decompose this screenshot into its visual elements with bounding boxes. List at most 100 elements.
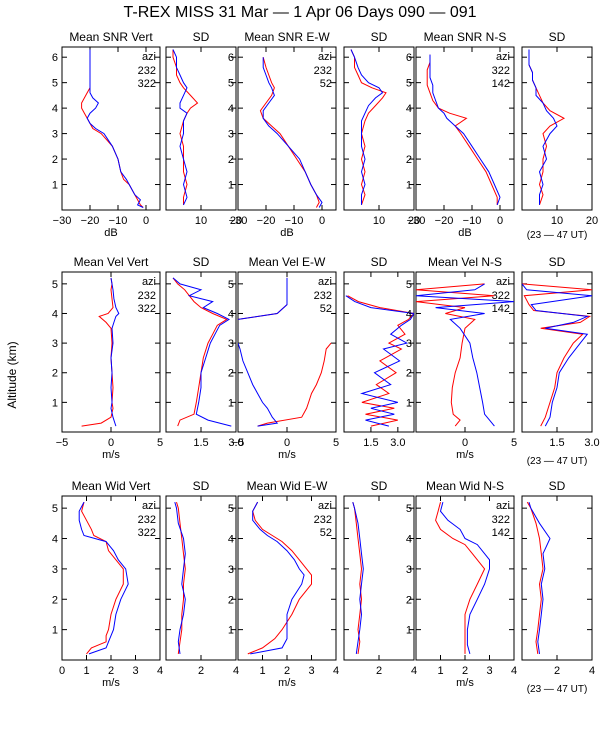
series-line-232 xyxy=(247,501,312,655)
x-tick-label: −10 xyxy=(285,215,304,227)
x-axis-label: dB xyxy=(280,227,293,239)
series-line-322 xyxy=(86,49,144,208)
y-tick-label: 2 xyxy=(406,368,412,380)
y-tick-label: 2 xyxy=(406,594,412,606)
legend-entry-232: 232 xyxy=(314,514,332,526)
series-line-232 xyxy=(176,501,186,654)
y-tick-label: 1 xyxy=(406,397,412,409)
y-tick-label: 1 xyxy=(52,625,58,637)
x-axis-label: m/s xyxy=(102,677,120,689)
x-tick-label: 4 xyxy=(157,665,163,677)
x-axis-label: m/s xyxy=(456,677,474,689)
x-tick-label: 0 xyxy=(108,437,114,449)
legend-entry-52: 52 xyxy=(320,78,332,90)
x-tick-label: 5 xyxy=(511,437,517,449)
y-tick-label: 6 xyxy=(228,52,234,64)
panel-title: SD xyxy=(371,479,388,493)
x-tick-label: 0 xyxy=(462,437,468,449)
y-tick-label: 4 xyxy=(228,534,234,546)
y-tick-label: 3 xyxy=(406,564,412,576)
x-axis-label: m/s xyxy=(278,677,296,689)
y-tick-label: 2 xyxy=(52,368,58,380)
y-tick-label: 4 xyxy=(52,308,58,320)
y-tick-label: 5 xyxy=(228,78,234,90)
series-line-322 xyxy=(526,501,544,654)
plot-frame xyxy=(343,495,415,661)
x-tick-label: 0 xyxy=(319,215,325,227)
y-tick-label: 1 xyxy=(52,180,58,192)
series-line-142 xyxy=(439,501,490,655)
panel-title: SD xyxy=(193,255,210,269)
x-tick-label: 1.5 xyxy=(363,437,378,449)
y-tick-label: 5 xyxy=(406,78,412,90)
x-tick-label: 2 xyxy=(198,665,204,677)
y-tick-label: 6 xyxy=(406,52,412,64)
y-tick-label: 5 xyxy=(228,279,234,291)
legend-entry-322: 322 xyxy=(492,65,510,77)
x-axis-label: m/s xyxy=(456,449,474,461)
y-tick-label: 4 xyxy=(52,534,58,546)
series-line-322 xyxy=(528,49,566,206)
series-line-232 xyxy=(81,49,144,208)
x-tick-label: 20 xyxy=(586,215,598,227)
x-tick-label: 4 xyxy=(589,665,595,677)
x-tick-label: 1 xyxy=(259,665,265,677)
x-tick-label: 3 xyxy=(132,665,138,677)
series-line-142 xyxy=(528,501,551,654)
y-tick-label: 4 xyxy=(228,103,234,115)
plot-frame xyxy=(61,46,161,211)
panel-snr-ew-sd: SD 10 20 xyxy=(343,30,420,227)
x-tick-label: 5 xyxy=(333,437,339,449)
panel-vel-vert-sd: SD 1.5 3.0 xyxy=(165,255,244,449)
x-axis-label: dB xyxy=(104,227,117,239)
plot-frame xyxy=(343,271,415,433)
series-line-52 xyxy=(238,277,288,320)
x-tick-label: 4 xyxy=(333,665,339,677)
ut-range-note: (23 — 47 UT) xyxy=(527,684,588,695)
series-line-232 xyxy=(238,277,288,320)
series-line-232 xyxy=(81,501,124,655)
panel-title: Mean SNR E-W xyxy=(244,30,330,44)
legend-entry-52: 52 xyxy=(320,303,332,315)
series-line-142 xyxy=(522,283,592,427)
y-tick-label: 5 xyxy=(406,279,412,291)
legend-entry-232: 232 xyxy=(138,290,156,302)
legend-entry-322: 322 xyxy=(138,78,156,90)
y-tick-label: 2 xyxy=(52,154,58,166)
y-tick-label: 4 xyxy=(406,534,412,546)
legend-entry-52: 52 xyxy=(320,527,332,539)
panel-snr-ns-sd: SD 10 20 (23 — 47 UT) xyxy=(521,30,598,241)
plot-frame xyxy=(521,495,593,661)
legend-heading: azi xyxy=(318,276,332,288)
legend-entry-232: 232 xyxy=(138,65,156,77)
x-tick-label: 20 xyxy=(408,215,420,227)
legend-heading: azi xyxy=(496,500,510,512)
x-tick-label: 20 xyxy=(230,215,242,227)
x-tick-label: 10 xyxy=(373,215,385,227)
panel-title: SD xyxy=(193,30,210,44)
panel-title: Mean SNR Vert xyxy=(69,30,153,44)
x-tick-label: −20 xyxy=(257,215,276,227)
y-tick-label: 2 xyxy=(228,594,234,606)
plot-frame xyxy=(343,46,415,211)
series-line-322 xyxy=(172,277,232,427)
panel-title: SD xyxy=(549,255,566,269)
x-axis-label: dB xyxy=(458,227,471,239)
y-tick-label: 2 xyxy=(228,368,234,380)
x-tick-label: −20 xyxy=(81,215,100,227)
x-tick-label: −30 xyxy=(407,215,426,227)
y-tick-label: 1 xyxy=(228,180,234,192)
legend-entry-322: 322 xyxy=(492,514,510,526)
x-tick-label: −5 xyxy=(56,437,69,449)
legend-entry-232: 232 xyxy=(314,65,332,77)
series-line-322 xyxy=(416,283,495,427)
x-tick-label: −30 xyxy=(229,215,248,227)
series-line-322 xyxy=(174,501,186,654)
series-line-232 xyxy=(172,277,228,427)
legend-entry-142: 142 xyxy=(492,303,510,315)
series-line-232 xyxy=(81,277,114,427)
x-tick-label: 4 xyxy=(233,665,239,677)
panel-wid-ew-sd: SD 2 4 xyxy=(343,479,417,677)
panel-title: Mean Wid N-S xyxy=(426,479,504,493)
